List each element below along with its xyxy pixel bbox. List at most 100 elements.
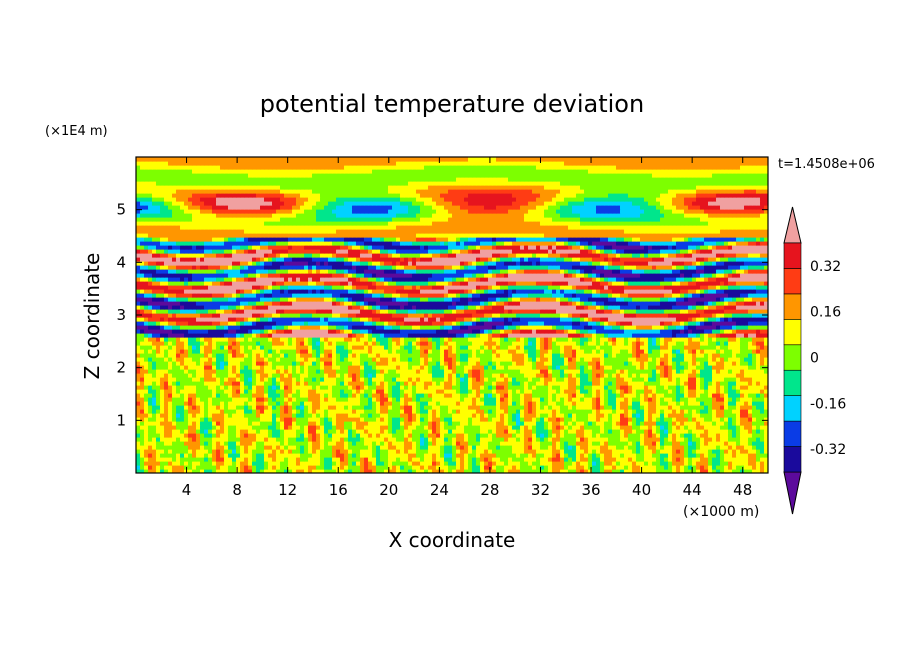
heatmap-cell [304, 381, 309, 386]
heatmap-cell [404, 385, 409, 390]
heatmap-cell [532, 365, 537, 370]
heatmap-cell [632, 421, 637, 426]
heatmap-cell [536, 437, 541, 442]
heatmap-cell [256, 385, 261, 390]
heatmap-cell [592, 385, 597, 390]
heatmap-cell [316, 433, 321, 438]
heatmap-cell [144, 417, 149, 422]
heatmap-cell [388, 429, 393, 434]
heatmap-cell [432, 365, 437, 370]
heatmap-cell [644, 453, 649, 458]
heatmap-cell [464, 437, 469, 442]
heatmap-cell [184, 429, 189, 434]
heatmap-cell [428, 369, 433, 374]
heatmap-cell [500, 469, 505, 473]
heatmap-cell [416, 381, 421, 386]
heatmap-cell [300, 445, 305, 450]
heatmap-cell [540, 469, 545, 473]
heatmap-cell [596, 353, 601, 358]
heatmap-cell [400, 393, 405, 398]
heatmap-cell [432, 361, 437, 366]
heatmap-cell [344, 445, 349, 450]
heatmap-cell [700, 469, 705, 473]
heatmap-cell [168, 425, 173, 430]
heatmap-cell [640, 397, 645, 402]
heatmap-cell [676, 381, 681, 386]
heatmap-cell [260, 373, 265, 378]
heatmap-cell [684, 365, 689, 370]
heatmap-cell [456, 377, 461, 382]
heatmap-cell [404, 357, 409, 362]
heatmap-cell [220, 437, 225, 442]
heatmap-cell [744, 361, 749, 366]
heatmap-cell [156, 417, 161, 422]
heatmap-cell [596, 393, 601, 398]
heatmap-cell [600, 429, 605, 434]
heatmap-cell [664, 445, 669, 450]
heatmap-cell [460, 409, 465, 414]
heatmap-cell [456, 361, 461, 366]
heatmap-cell [600, 421, 605, 426]
heatmap-cell [512, 389, 517, 394]
heatmap-cell [572, 377, 577, 382]
heatmap-cell [308, 465, 313, 470]
heatmap-cell [536, 381, 541, 386]
heatmap-cell [708, 417, 713, 422]
heatmap-cell [680, 405, 685, 410]
heatmap-cell [620, 373, 625, 378]
heatmap-cell [364, 461, 369, 466]
heatmap-cell [184, 437, 189, 442]
heatmap-cell [204, 465, 209, 470]
heatmap-cell [264, 449, 269, 454]
heatmap-cell [404, 405, 409, 410]
heatmap-cell [476, 345, 481, 350]
heatmap-cell [676, 469, 681, 473]
heatmap-cell [312, 361, 317, 366]
heatmap-cell [560, 433, 565, 438]
heatmap-cell [764, 469, 768, 473]
heatmap-cell [620, 417, 625, 422]
heatmap-cell [540, 365, 545, 370]
heatmap-cell [300, 345, 305, 350]
heatmap-cell [640, 353, 645, 358]
heatmap-cell [584, 401, 589, 406]
heatmap-cell [140, 413, 145, 418]
heatmap-cell [412, 377, 417, 382]
heatmap-cell [224, 373, 229, 378]
heatmap-cell [136, 345, 141, 350]
heatmap-cell [288, 417, 293, 422]
heatmap-cell [616, 465, 621, 470]
heatmap-cell [532, 433, 537, 438]
heatmap-cell [472, 381, 477, 386]
heatmap-cell [252, 425, 257, 430]
heatmap-cell [732, 437, 737, 442]
heatmap-cell [604, 393, 609, 398]
heatmap-cell [336, 353, 341, 358]
heatmap-cell [668, 369, 673, 374]
heatmap-cell [740, 393, 745, 398]
heatmap-cell [424, 437, 429, 442]
heatmap-cell [556, 353, 561, 358]
heatmap-cell [348, 381, 353, 386]
heatmap-cell [620, 409, 625, 414]
heatmap-cell [672, 405, 677, 410]
heatmap-cell [488, 441, 493, 446]
heatmap-cell [224, 469, 229, 473]
heatmap-cell [612, 373, 617, 378]
heatmap-cell [672, 421, 677, 426]
heatmap-cell [620, 465, 625, 470]
heatmap-cell [552, 469, 557, 473]
heatmap-cell [760, 465, 765, 470]
heatmap-cell [172, 405, 177, 410]
heatmap-cell [376, 425, 381, 430]
heatmap-cell [316, 365, 321, 370]
heatmap-cell [696, 393, 701, 398]
heatmap-cell [192, 353, 197, 358]
heatmap-cell [696, 421, 701, 426]
heatmap-cell [648, 401, 653, 406]
heatmap-cell [628, 441, 633, 446]
heatmap-cell [544, 469, 549, 473]
heatmap-cell [440, 457, 445, 462]
heatmap-cell [356, 433, 361, 438]
heatmap-cell [256, 445, 261, 450]
